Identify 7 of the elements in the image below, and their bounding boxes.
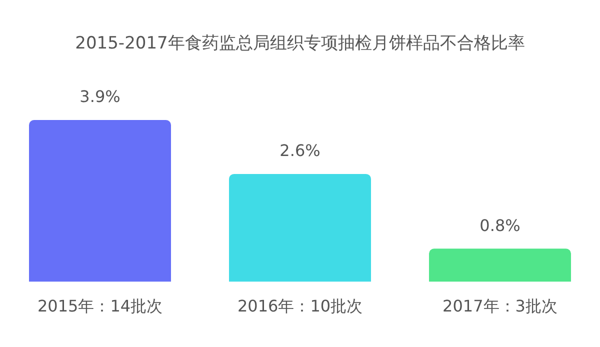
x-tick-label: 2015年：14批次 xyxy=(37,296,163,316)
chart-title: 2015-2017年食药监总局组织专项抽检月饼样品不合格比率 xyxy=(75,34,525,54)
data-label: 3.9% xyxy=(80,87,120,106)
x-tick-label: 2017年：3批次 xyxy=(442,296,558,316)
data-label: 0.8% xyxy=(480,216,520,235)
data-label: 2.6% xyxy=(280,141,320,160)
x-tick-label: 2016年：10批次 xyxy=(237,296,363,316)
